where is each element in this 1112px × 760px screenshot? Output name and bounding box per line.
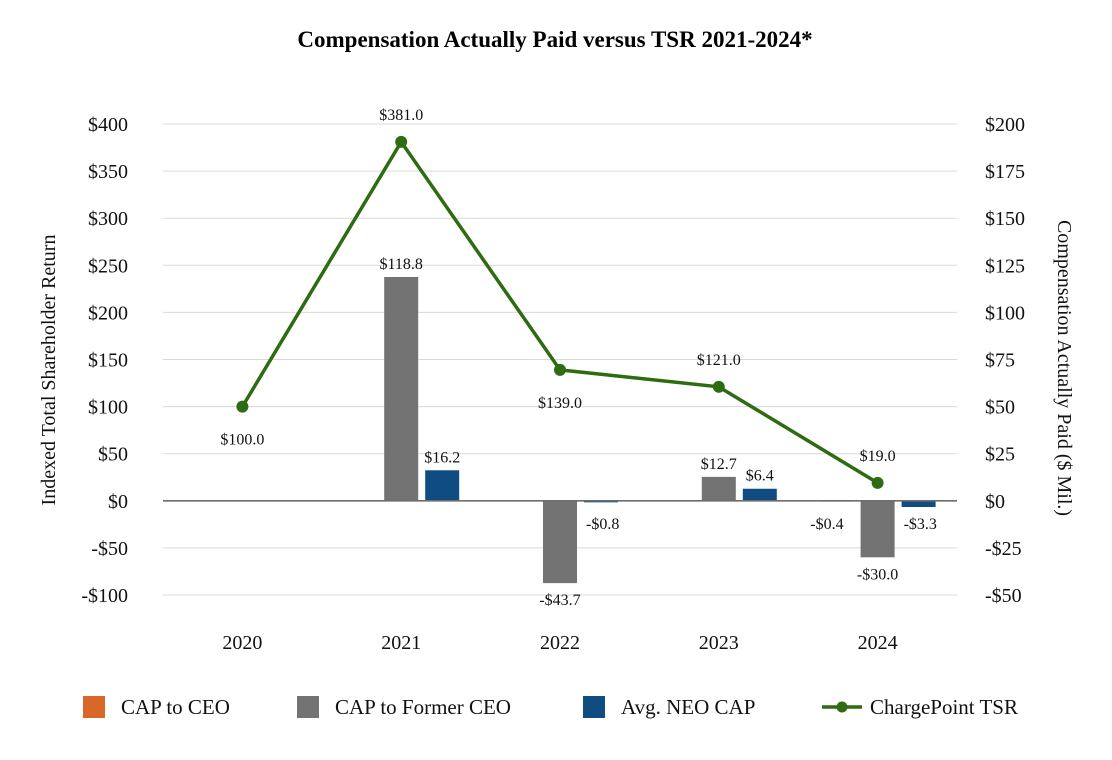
y-right-tick-label: $200 [985,114,1025,136]
y-right-tick-label: $25 [985,444,1015,466]
bar [384,276,419,501]
tsr-point [871,476,884,489]
tsr-point [395,135,408,148]
bar-value-label: $118.8 [379,256,422,273]
legend-marker [836,701,848,713]
legend-label: CAP to Former CEO [335,695,511,719]
y-right-tick-label: $175 [985,161,1025,183]
tsr-value-label: $381.0 [379,107,423,124]
y-left-tick-label: $50 [98,444,128,466]
y-left-tick-label: $150 [88,350,128,372]
x-tick-label: 2023 [699,632,739,654]
bar [860,500,895,558]
y-left-tick-label: $400 [88,114,128,136]
bar-value-label: -$0.4 [810,516,843,533]
y-left-tick-label: $300 [88,208,128,230]
bar-value-label: $16.2 [424,449,460,466]
bar-value-label: -$3.3 [904,516,937,533]
y-axis-right-title: Compensation Actually Paid ($ Mil.) [1053,220,1075,516]
bar-value-label: $6.4 [746,468,774,485]
y-right-tick-label: $125 [985,255,1025,277]
tsr-value-label: $139.0 [538,395,582,412]
data-labels: -$0.4 $118.8 -$43.7 $12.7 -$30.0 $16.2 -$0.8 $6… [220,107,937,609]
legend-swatch [83,696,105,718]
chart-title: Compensation Actually Paid versus TSR 20… [297,27,812,52]
y-right-tick-label: -$25 [985,538,1022,560]
legend: CAP to CEO CAP to Former CEO Avg. NEO CAP C… [83,695,1018,719]
legend-label: ChargePoint TSR [870,695,1018,719]
y-right-tick-label: $50 [985,397,1015,419]
y-right-tick-label: $0 [985,491,1005,513]
tsr-line [236,135,884,489]
bar-value-label: -$30.0 [857,566,898,583]
legend-label: Avg. NEO CAP [621,695,755,719]
tsr-value-label: $100.0 [220,432,264,449]
tsr-value-label: $121.0 [697,352,741,369]
x-tick-label: 2024 [858,632,898,654]
bar-value-label: -$43.7 [539,592,580,609]
legend-swatch [297,696,319,718]
tsr-point [554,363,566,376]
y-left-tick-label: $350 [88,161,128,183]
y-left-tick-label: $250 [88,255,128,277]
y-right-tick-label: -$50 [985,585,1022,607]
bar-value-label: -$0.8 [586,516,619,533]
tsr-value-label: $19.0 [860,448,896,465]
x-tick-label: 2020 [222,632,262,654]
bar [901,500,936,508]
bars [384,276,936,584]
x-tick-label: 2022 [540,632,580,654]
y-right-tick-label: $75 [985,350,1015,372]
tsr-point [236,400,249,413]
y-left-tick-label: $100 [88,397,128,419]
axes: $400 $350 $300 $250 $200 $150 $100 $50 $0 -$50 -$1… [81,114,1025,654]
bar [701,476,736,501]
x-tick-label: 2021 [381,632,421,654]
legend-swatch [583,696,605,718]
tsr-point [712,380,725,393]
bar [742,488,777,501]
y-left-tick-label: $200 [88,302,128,324]
y-left-tick-label: -$100 [81,585,128,607]
y-right-tick-label: $150 [985,208,1025,230]
y-right-tick-label: $100 [985,302,1025,324]
y-axis-left-title: Indexed Total Shareholder Return [38,235,60,506]
bar-value-label: $12.7 [701,456,737,473]
bar [543,500,577,584]
legend-label: CAP to CEO [121,695,230,719]
bar [425,470,460,501]
y-left-tick-label: $0 [108,491,128,513]
y-left-tick-label: -$50 [91,538,128,560]
